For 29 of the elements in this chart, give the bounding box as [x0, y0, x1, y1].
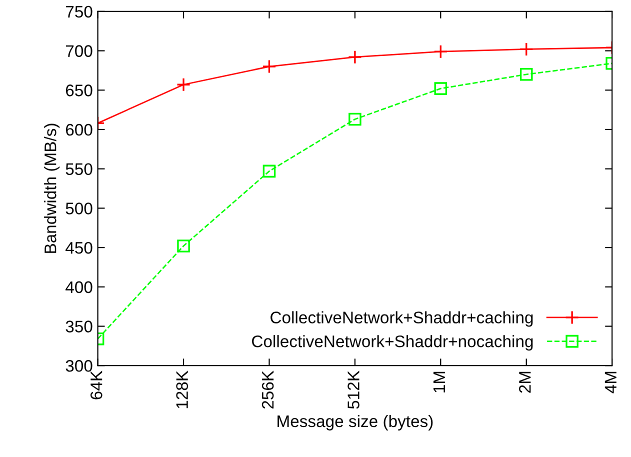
- y-axis-title: Bandwidth (MB/s): [44, 124, 60, 253]
- legend-label: CollectiveNetwork+Shaddr+nocaching: [252, 335, 533, 351]
- x-tick-label: 4M: [604, 372, 616, 394]
- x-tick-label: 2M: [519, 372, 531, 393]
- point: [262, 59, 276, 74]
- y-tick-label: 500: [66, 202, 92, 214]
- y-tick-label: 600: [66, 124, 92, 136]
- point: [434, 82, 448, 95]
- x-tick-label: 512K: [348, 370, 360, 409]
- y-tick-label: 300: [66, 360, 92, 372]
- y-tick-label: 450: [66, 242, 92, 254]
- y-tick-label: 350: [66, 320, 92, 332]
- point: [348, 112, 362, 126]
- x-tick-label: 256K: [262, 370, 274, 409]
- y-tick-label: 700: [66, 45, 92, 57]
- point: [434, 44, 448, 59]
- y-tick-label: 750: [66, 6, 92, 18]
- x-axis-title: Message size (bytes): [278, 414, 433, 430]
- x-tick-label: 64K: [90, 370, 102, 400]
- point: [262, 164, 276, 178]
- y-tick-label: 550: [66, 163, 92, 176]
- point: [348, 50, 362, 64]
- y-tick-label: 400: [66, 281, 92, 294]
- y-tick-label: 650: [66, 84, 92, 96]
- point: [520, 68, 533, 81]
- point: [519, 42, 534, 56]
- x-tick-label: 128K: [176, 370, 188, 408]
- x-tick-label: 1M: [433, 372, 445, 392]
- legend-label: CollectiveNetwork+Shaddr+caching: [270, 311, 533, 327]
